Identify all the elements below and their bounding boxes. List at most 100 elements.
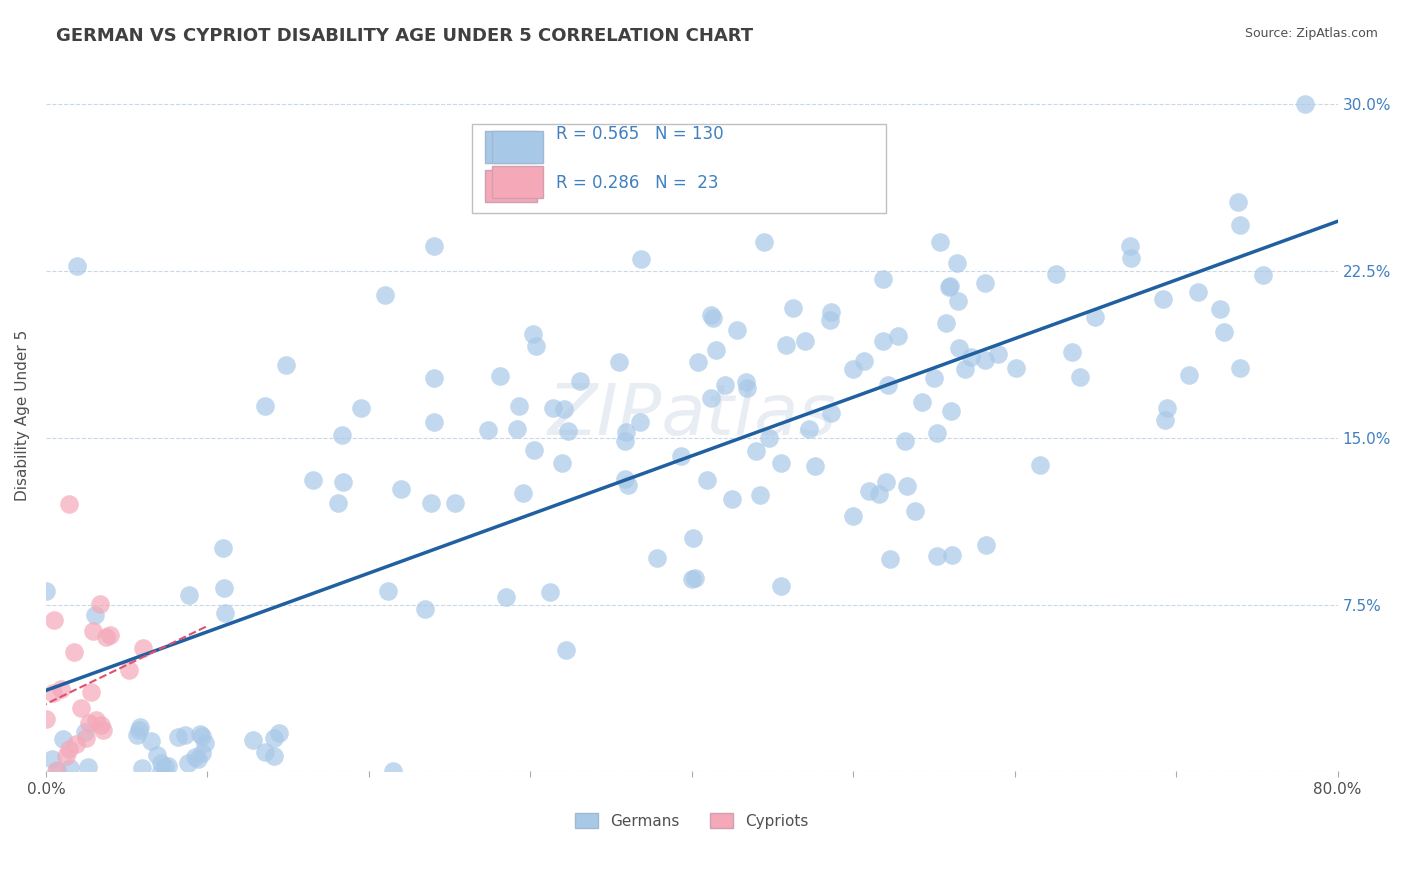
Point [1251,268,1274,282]
Point [1029,458,1052,472]
Point [569,375,592,389]
Point [374,287,396,301]
Point [46,764,69,778]
Point [820,305,842,319]
Point [89,598,111,612]
Point [974,537,997,551]
Point [58,741,80,756]
Point [188,727,211,741]
Point [681,572,703,586]
Point [925,549,948,564]
Bar [485,169,537,202]
Point [389,482,412,496]
Point [35,583,58,598]
Point [41,752,63,766]
Point [153,760,176,774]
Point [704,343,727,357]
Point [66,259,89,273]
Point [538,585,561,599]
Point [754,235,776,250]
Point [946,293,969,308]
Point [702,310,724,325]
Point [98,628,121,642]
Point [987,347,1010,361]
Point [696,473,718,487]
Point [1229,361,1251,376]
Point [146,747,169,762]
Text: GERMAN VS CYPRIOT DISABILITY AGE UNDER 5 CORRELATION CHART: GERMAN VS CYPRIOT DISABILITY AGE UNDER 5… [56,27,754,45]
Text: Source: ZipAtlas.com: Source: ZipAtlas.com [1244,27,1378,40]
Point [422,370,444,384]
Point [939,278,962,293]
Point [557,425,579,439]
Point [948,341,970,355]
Point [90,718,112,732]
Legend: Germans, Cypriots: Germans, Cypriots [569,806,814,835]
Point [508,399,530,413]
Point [960,350,983,364]
Point [904,504,927,518]
Point [614,425,637,439]
Text: R = 0.286   N =  23: R = 0.286 N = 23 [557,174,718,192]
Point [77,715,100,730]
Point [420,496,443,510]
Point [187,752,209,766]
Point [301,473,323,487]
Point [156,759,179,773]
Point [254,745,277,759]
Point [267,726,290,740]
Point [554,642,576,657]
Point [77,760,100,774]
Point [174,729,197,743]
Point [925,426,948,441]
Point [974,276,997,290]
Bar [472,124,886,212]
Point [551,456,574,470]
Point [274,358,297,372]
Point [541,401,564,415]
Point [129,720,152,734]
Point [489,369,512,384]
Point [35,712,58,726]
Point [628,415,651,429]
Point [721,491,744,506]
Point [820,406,842,420]
Point [59,761,82,775]
Point [842,509,865,524]
Point [887,329,910,343]
Text: R = 0.565   N = 130: R = 0.565 N = 130 [557,126,724,144]
Point [214,581,236,595]
Point [946,256,969,270]
Point [1005,360,1028,375]
Point [167,730,190,744]
Point [42,613,65,627]
Point [381,764,404,779]
Point [149,756,172,770]
Point [93,723,115,738]
Point [1212,325,1234,339]
Point [748,488,770,502]
Point [876,377,898,392]
Point [49,681,72,696]
Point [1177,368,1199,382]
Point [893,434,915,448]
Point [818,313,841,327]
Point [782,301,804,315]
Point [84,713,107,727]
Point [872,272,894,286]
Point [377,584,399,599]
Point [1069,369,1091,384]
Point [1119,251,1142,265]
Point [1045,268,1067,282]
Point [875,475,897,489]
Point [607,354,630,368]
Point [769,456,792,470]
Point [725,323,748,337]
Point [645,551,668,566]
Point [125,728,148,742]
Point [911,395,934,409]
Point [671,449,693,463]
Point [131,761,153,775]
Point [332,475,354,489]
Point [65,737,87,751]
